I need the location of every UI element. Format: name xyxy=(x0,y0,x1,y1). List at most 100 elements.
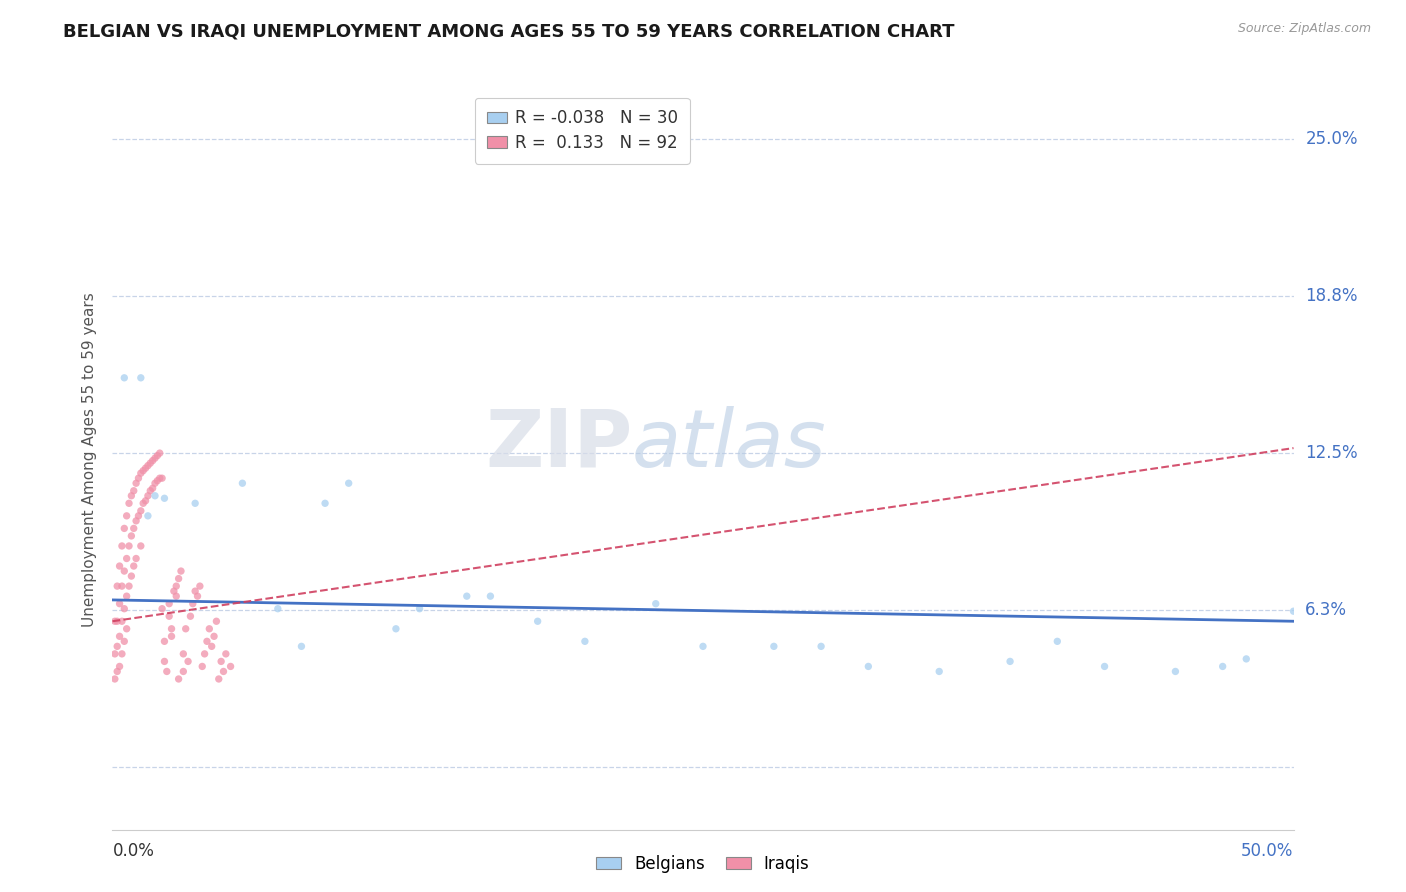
Point xyxy=(122,559,145,574)
Point xyxy=(209,654,232,668)
Text: BELGIAN VS IRAQI UNEMPLOYMENT AMONG AGES 55 TO 59 YEARS CORRELATION CHART: BELGIAN VS IRAQI UNEMPLOYMENT AMONG AGES… xyxy=(63,22,955,40)
Point xyxy=(205,614,228,628)
Point xyxy=(290,640,312,654)
Point xyxy=(157,609,180,624)
Point xyxy=(408,601,430,615)
Point xyxy=(118,539,141,553)
Point xyxy=(136,508,159,523)
Point xyxy=(127,471,149,485)
Text: 12.5%: 12.5% xyxy=(1305,444,1358,462)
Point xyxy=(112,521,135,535)
Point xyxy=(112,564,135,578)
Point xyxy=(108,597,131,611)
Text: ZIP: ZIP xyxy=(485,406,633,483)
Point xyxy=(188,579,211,593)
Point xyxy=(111,579,134,593)
Point xyxy=(125,514,148,528)
Point xyxy=(1212,659,1234,673)
Point xyxy=(1094,659,1116,673)
Point xyxy=(104,614,127,628)
Point xyxy=(810,640,832,654)
Point xyxy=(129,504,152,518)
Text: Source: ZipAtlas.com: Source: ZipAtlas.com xyxy=(1237,22,1371,36)
Point xyxy=(167,672,190,686)
Point xyxy=(135,493,157,508)
Point xyxy=(143,451,166,466)
Point xyxy=(644,597,666,611)
Point xyxy=(136,489,159,503)
Text: atlas: atlas xyxy=(633,406,827,483)
Point xyxy=(127,508,149,523)
Point xyxy=(212,665,235,679)
Point xyxy=(215,647,238,661)
Point xyxy=(120,569,142,583)
Legend: R = -0.038   N = 30, R =  0.133   N = 92: R = -0.038 N = 30, R = 0.133 N = 92 xyxy=(475,97,690,163)
Point xyxy=(191,659,214,673)
Point xyxy=(139,483,162,498)
Point xyxy=(105,640,128,654)
Point xyxy=(153,491,176,506)
Point xyxy=(479,589,502,603)
Point xyxy=(122,483,145,498)
Point xyxy=(184,584,207,599)
Text: 18.8%: 18.8% xyxy=(1305,287,1358,305)
Point xyxy=(112,601,135,615)
Point xyxy=(198,622,221,636)
Point xyxy=(104,647,127,661)
Text: 6.3%: 6.3% xyxy=(1305,601,1347,619)
Point xyxy=(143,476,166,491)
Point xyxy=(160,622,183,636)
Point xyxy=(1282,604,1305,618)
Point xyxy=(163,584,186,599)
Point xyxy=(692,640,714,654)
Point xyxy=(118,579,141,593)
Legend: Belgians, Iraqis: Belgians, Iraqis xyxy=(589,848,817,880)
Point xyxy=(129,371,152,385)
Point xyxy=(146,474,169,488)
Point xyxy=(108,629,131,643)
Point xyxy=(104,672,127,686)
Point xyxy=(149,446,172,460)
Point xyxy=(125,551,148,566)
Point xyxy=(111,539,134,553)
Point xyxy=(998,654,1021,668)
Point xyxy=(132,496,155,510)
Point xyxy=(112,634,135,648)
Point xyxy=(1234,652,1257,666)
Point xyxy=(456,589,478,603)
Point xyxy=(202,629,225,643)
Point xyxy=(337,476,360,491)
Point xyxy=(120,529,142,543)
Text: 0.0%: 0.0% xyxy=(112,842,155,860)
Point xyxy=(115,551,138,566)
Point xyxy=(129,466,152,480)
Point xyxy=(108,559,131,574)
Point xyxy=(385,622,408,636)
Point xyxy=(208,672,231,686)
Point xyxy=(150,471,173,485)
Point xyxy=(125,476,148,491)
Point xyxy=(115,622,138,636)
Point xyxy=(179,609,201,624)
Point xyxy=(267,601,290,615)
Point xyxy=(153,634,176,648)
Text: 50.0%: 50.0% xyxy=(1241,842,1294,860)
Point xyxy=(156,665,179,679)
Point xyxy=(172,647,194,661)
Point xyxy=(132,464,155,478)
Point xyxy=(142,481,165,495)
Point xyxy=(165,589,187,603)
Point xyxy=(136,458,159,473)
Point xyxy=(219,659,242,673)
Point xyxy=(167,572,190,586)
Point xyxy=(194,647,217,661)
Point xyxy=(105,665,128,679)
Point xyxy=(115,508,138,523)
Point xyxy=(858,659,880,673)
Point xyxy=(165,579,187,593)
Point xyxy=(118,496,141,510)
Point xyxy=(160,629,183,643)
Point xyxy=(150,601,173,615)
Point xyxy=(153,654,176,668)
Text: 25.0%: 25.0% xyxy=(1305,130,1358,148)
